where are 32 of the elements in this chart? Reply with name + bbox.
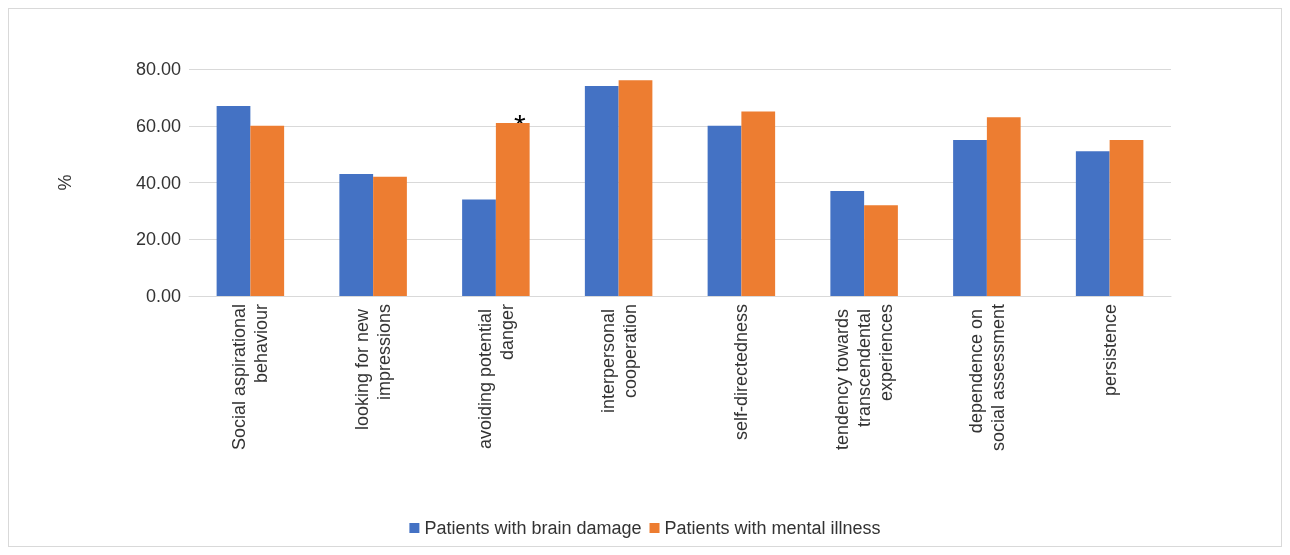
bar <box>1075 151 1110 296</box>
x-tick-label: avoiding potential danger <box>474 304 517 450</box>
y-tick-label: 60.00 <box>135 115 181 136</box>
y-axis-title: % <box>55 174 75 191</box>
y-tick-label: 20.00 <box>135 229 181 250</box>
y-tick-label: 40.00 <box>135 172 181 193</box>
bar <box>707 125 742 296</box>
bar <box>584 86 619 296</box>
bar <box>830 191 865 296</box>
legend-label: Patients with mental illness <box>664 518 881 538</box>
y-tick-label: 80.00 <box>135 59 181 79</box>
bar <box>864 205 898 296</box>
bar <box>495 122 530 296</box>
y-tick-label: 0.00 <box>145 286 181 306</box>
bar <box>741 111 776 296</box>
x-tick-label: Social aspirational behaviour <box>229 304 272 451</box>
bar <box>462 199 496 296</box>
bar <box>339 173 374 296</box>
bar <box>1109 139 1144 296</box>
bar <box>250 125 285 296</box>
bar <box>986 117 1021 296</box>
bar <box>618 80 653 296</box>
bar <box>373 176 407 296</box>
x-tick-label: dependence on social assessment <box>965 304 1008 452</box>
bar <box>216 105 251 296</box>
legend-label: Patients with brain damage <box>424 518 642 538</box>
bar <box>953 139 987 296</box>
x-tick-label: interpersonal cooperation <box>597 304 640 414</box>
x-tick-label: self-directedness <box>731 304 752 441</box>
x-tick-label: persistence <box>1099 304 1120 397</box>
x-tick-label: looking for new impressions <box>352 304 395 431</box>
x-tick-label: tendency towards transcendental experiences <box>832 304 897 451</box>
